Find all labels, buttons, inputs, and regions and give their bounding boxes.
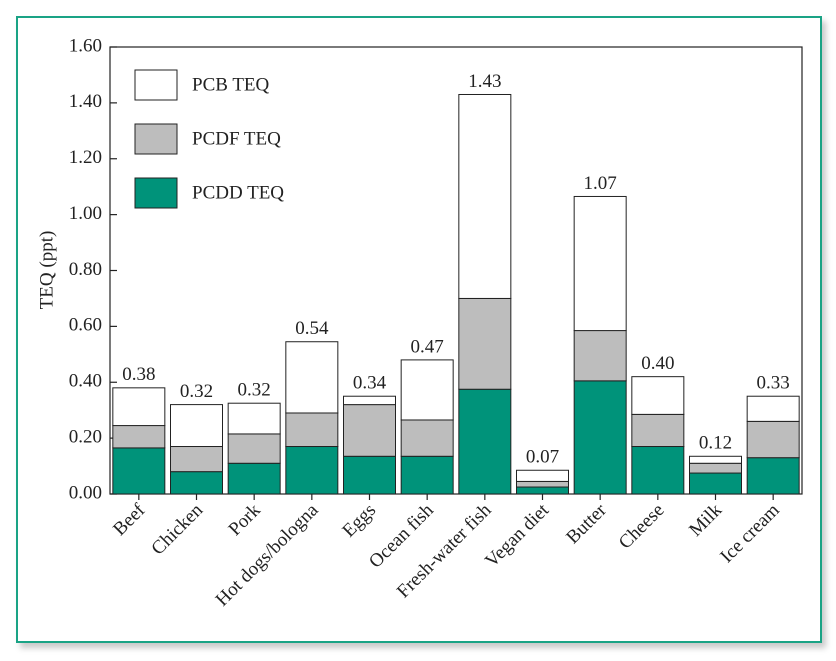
y-tick-label: 1.40 [69,91,102,112]
bar-segment [746,457,800,495]
x-tick-label: Beef [109,499,150,540]
total-label: 1.07 [584,173,617,194]
bar-segment [112,447,166,495]
bar-segment [631,413,685,448]
y-tick-label: 0.00 [69,482,102,503]
x-tick-label: Butter [562,499,611,548]
x-tick-label: Vegan diet [481,499,553,571]
x-tick-label: Pork [225,499,266,540]
bar-segment [573,330,627,382]
total-label: 0.40 [641,353,674,374]
y-tick-label: 0.20 [69,426,102,447]
bar-segment [573,380,627,495]
bar-segment [112,425,166,449]
x-tick-label: Milk [685,499,726,540]
bar-segment [458,388,512,495]
x-tick-label: Eggs [338,500,380,542]
bar-segment [227,402,281,435]
bar-segment [689,462,742,474]
bar-segment [516,480,569,488]
total-label: 1.43 [468,71,501,92]
bar-segment [343,455,396,495]
y-tick-label: 0.40 [69,371,102,392]
bar-segment [516,469,569,482]
x-tick-label: Hot dogs/bologna [212,499,323,610]
bar-segment [285,412,339,448]
bar-segment [746,420,800,459]
bar-segment [400,419,454,457]
total-label: 0.12 [699,433,732,454]
total-label: 0.54 [295,318,329,339]
bar-segment [343,404,396,457]
total-label: 0.47 [411,336,444,357]
bar-segment [458,93,512,299]
bar-segment [631,376,685,415]
y-tick-label: 1.00 [69,203,102,224]
bar-segment [112,387,166,427]
legend-label: PCB TEQ [192,74,270,95]
bar-segment [689,472,742,495]
total-label: 0.38 [122,364,155,385]
total-label: 0.33 [757,373,790,394]
y-tick-label: 0.60 [69,315,102,336]
legend-swatch [134,123,178,155]
total-label: 0.32 [238,380,271,401]
y-tick-label: 0.80 [69,259,102,280]
bar-segment [285,341,339,414]
bar-segment [458,297,512,390]
bar-segment [170,404,223,448]
bar-segment [400,359,454,421]
bar-segment [227,462,281,495]
legend-label: PCDD TEQ [192,182,284,203]
y-axis-label: TEQ (ppt) [36,231,57,310]
bar-segment [227,433,281,464]
x-tick-label: Chicken [147,499,207,559]
bar-segment [400,455,454,495]
total-label: 0.34 [353,373,387,394]
total-label: 0.32 [180,381,213,402]
bar-segment [285,446,339,495]
y-tick-label: 1.60 [69,35,102,56]
bar-segment [343,395,396,406]
frame [16,16,822,643]
y-tick-label: 1.20 [69,147,102,168]
bar-segment [170,446,223,473]
x-tick-label: Cheese [615,500,669,554]
bar-segment [689,455,742,464]
bar-segment [631,446,685,495]
bar-segment [170,471,223,495]
bar-segment [746,395,800,422]
total-label: 0.07 [526,447,559,468]
legend-swatch [134,69,178,101]
legend-swatch [134,177,178,209]
bar-segment [516,486,569,495]
legend-label: PCDF TEQ [192,128,281,149]
bar-segment [573,195,627,332]
x-tick-label: Ice cream [716,500,784,568]
